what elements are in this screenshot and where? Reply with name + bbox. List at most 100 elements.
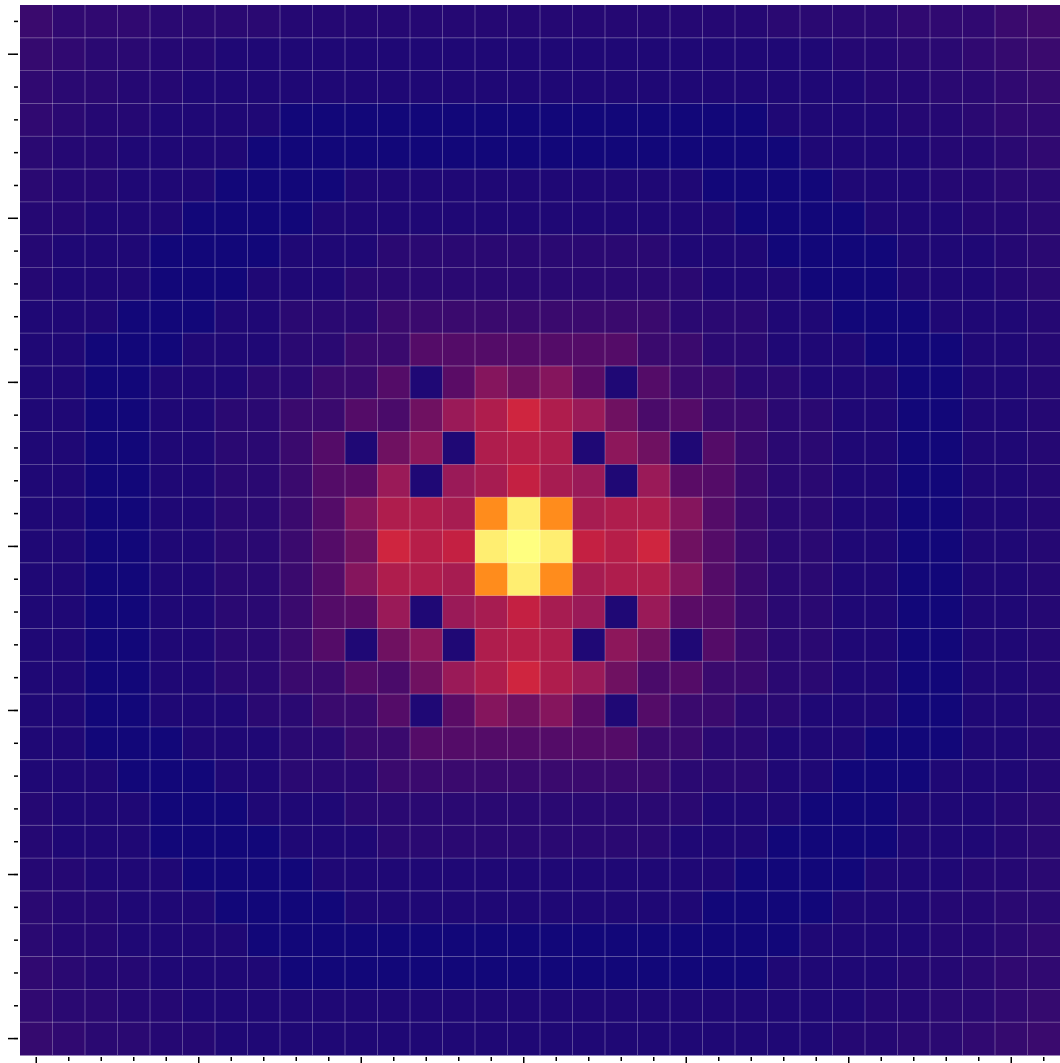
heatmap-cell [377, 234, 411, 268]
heatmap-cell [52, 234, 86, 268]
heatmap-cell [800, 103, 833, 137]
heatmap-cell [735, 464, 768, 498]
heatmap-cell [1027, 333, 1060, 367]
heatmap-cell [377, 300, 411, 334]
heatmap-cell [117, 956, 151, 990]
heatmap-cell [85, 103, 118, 137]
heatmap-cell [995, 300, 1028, 334]
heatmap-cell [637, 628, 671, 662]
heatmap-cell [702, 726, 736, 761]
heatmap-cell [605, 398, 638, 433]
heatmap-cell [767, 5, 801, 39]
heatmap-cell [247, 70, 281, 104]
heatmap-cell [832, 5, 866, 39]
heatmap-cell [735, 890, 768, 925]
heatmap-cell [540, 694, 573, 728]
heatmap-cell [150, 923, 183, 958]
heatmap-cell [312, 267, 346, 301]
heatmap-cell [280, 956, 313, 990]
heatmap-cell [312, 825, 346, 859]
heatmap-cell [1027, 464, 1060, 498]
heatmap-cell [1027, 562, 1060, 597]
heatmap-cell [800, 267, 833, 301]
heatmap-cell [832, 661, 866, 695]
heatmap-cell [832, 956, 866, 990]
heatmap-cell [20, 201, 53, 236]
heatmap-cell [995, 956, 1028, 990]
heatmap-cell [442, 300, 476, 334]
heatmap-cell [832, 70, 866, 104]
heatmap-cell [1027, 530, 1060, 564]
heatmap-cell [182, 890, 216, 925]
heatmap-cell [117, 759, 151, 793]
heatmap-cell [215, 923, 248, 958]
heatmap-cell [20, 333, 53, 367]
heatmap-cell [832, 103, 866, 137]
heatmap-cell [670, 267, 703, 301]
heatmap-cell [897, 661, 931, 695]
heatmap-cell [572, 562, 606, 597]
heatmap-cell [767, 530, 801, 564]
heatmap-cell [280, 398, 313, 433]
heatmap-cell [832, 267, 866, 301]
heatmap-cell [832, 759, 866, 793]
heatmap-cell [312, 169, 346, 203]
heatmap-cell [52, 464, 86, 498]
heatmap-cell [150, 267, 183, 301]
heatmap-cell [897, 333, 931, 367]
heatmap-cell [865, 595, 898, 629]
heatmap-cell [930, 333, 963, 367]
heatmap-cell [540, 956, 573, 990]
heatmap-cell [800, 989, 833, 1023]
heatmap-cell [475, 103, 508, 137]
heatmap-cell [930, 890, 963, 925]
heatmap-cell [215, 365, 248, 400]
heatmap-cell [182, 694, 216, 728]
heatmap-cell [345, 431, 378, 465]
heatmap-cell [572, 70, 606, 104]
heatmap-cell [735, 759, 768, 793]
heatmap-cell [150, 365, 183, 400]
heatmap-cell [767, 398, 801, 433]
heatmap-cell [962, 431, 996, 465]
heatmap-cell [85, 70, 118, 104]
heatmap-cell [670, 759, 703, 793]
heatmap-cell [410, 234, 443, 268]
heatmap-cell [182, 234, 216, 268]
heatmap-cell [572, 333, 606, 367]
heatmap-cell [995, 365, 1028, 400]
heatmap-cell [247, 365, 281, 400]
heatmap-cell [605, 234, 638, 268]
heatmap-cell [475, 628, 508, 662]
heatmap-cell [702, 956, 736, 990]
heatmap-cell [1027, 825, 1060, 859]
heatmap-cell [1027, 792, 1060, 826]
heatmap-cell [52, 726, 86, 761]
heatmap-cell [832, 694, 866, 728]
heatmap-cell [800, 595, 833, 629]
heatmap-cell [865, 333, 898, 367]
heatmap-cell [345, 5, 378, 39]
heatmap-cell [377, 595, 411, 629]
heatmap-cell [312, 923, 346, 958]
heatmap-cell [897, 530, 931, 564]
heatmap-cell [767, 759, 801, 793]
heatmap-cell [540, 234, 573, 268]
heatmap-cell [377, 103, 411, 137]
heatmap-cell [345, 398, 378, 433]
heatmap-cell [800, 530, 833, 564]
heatmap-cell [962, 759, 996, 793]
heatmap-cell [962, 595, 996, 629]
heatmap-cell [377, 70, 411, 104]
heatmap-cell [540, 497, 573, 531]
heatmap-cell [247, 890, 281, 925]
heatmap-cell [215, 5, 248, 39]
heatmap-cell [995, 37, 1028, 72]
heatmap-cell [962, 890, 996, 925]
heatmap-cell [540, 825, 573, 859]
heatmap-cell [930, 825, 963, 859]
heatmap-cell [442, 103, 476, 137]
heatmap-cell [702, 431, 736, 465]
heatmap-cell [930, 136, 963, 170]
heatmap-cell [215, 267, 248, 301]
